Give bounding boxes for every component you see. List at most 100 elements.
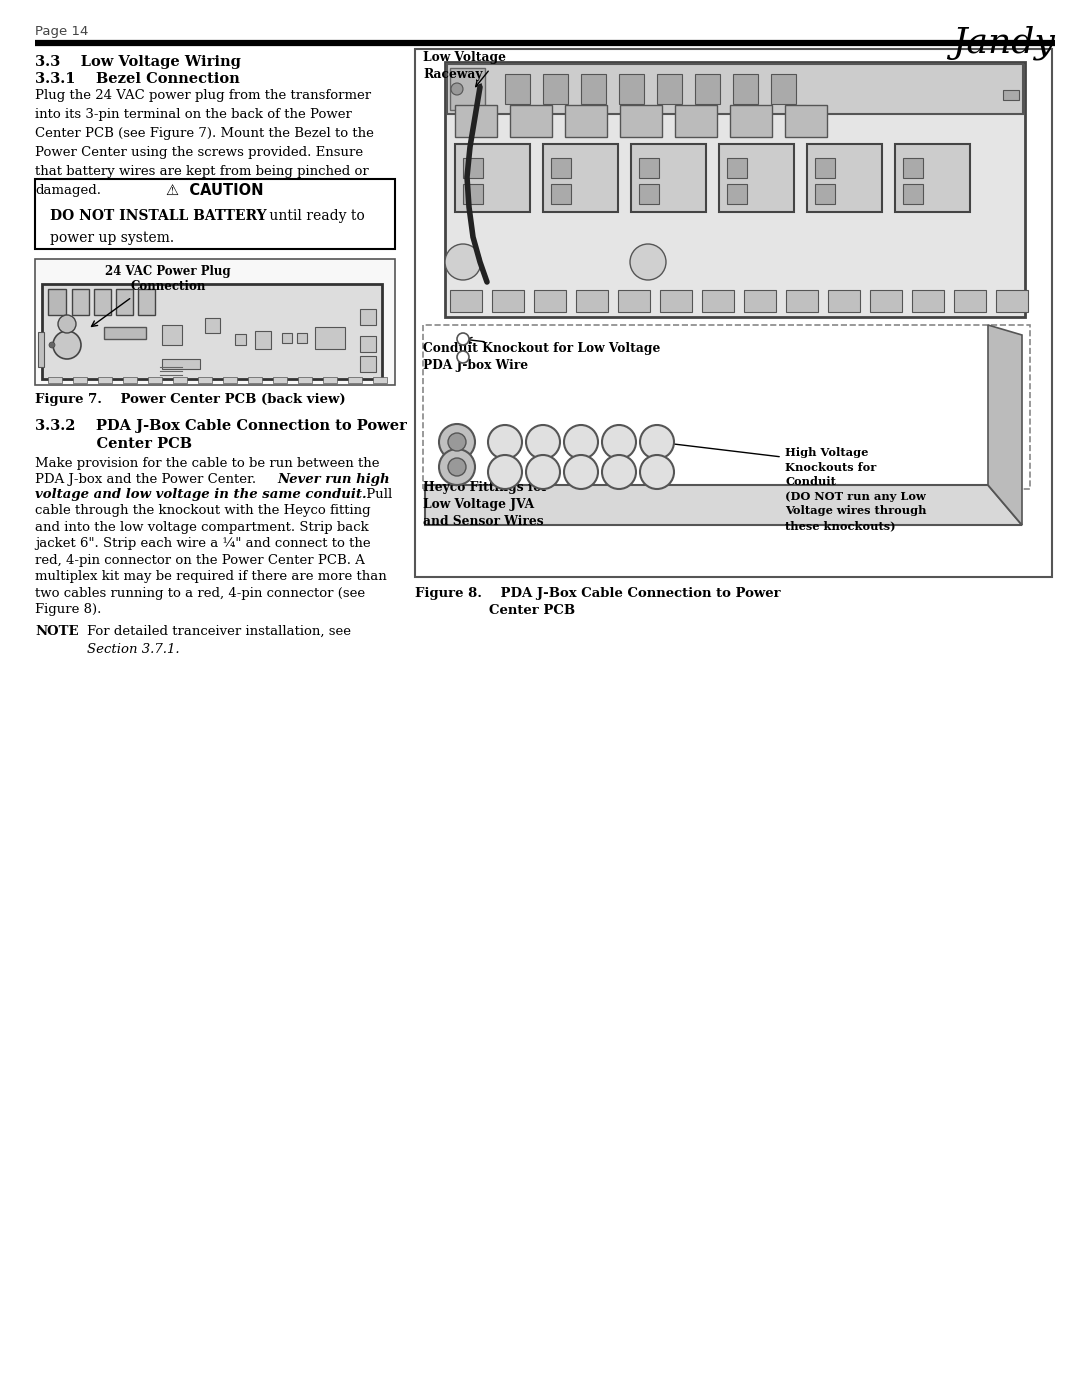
Text: NOTE: NOTE [35, 624, 79, 638]
Bar [447, 64, 1023, 115]
Bar [619, 74, 644, 103]
Text: red, 4-pin connector on the Power Center PCB. A: red, 4-pin connector on the Power Center… [35, 553, 365, 567]
Bar [123, 377, 137, 383]
Bar [815, 158, 835, 177]
Bar [315, 327, 345, 349]
Bar [222, 377, 237, 383]
Bar [785, 105, 827, 137]
Circle shape [451, 82, 463, 95]
Text: PDA J-box and the Power Center.: PDA J-box and the Power Center. [35, 474, 260, 486]
Text: Center PCB: Center PCB [415, 604, 576, 617]
Circle shape [630, 244, 666, 279]
Bar [360, 356, 376, 372]
Bar [702, 291, 734, 312]
Circle shape [602, 455, 636, 489]
Text: Plug the 24 VAC power plug from the transformer
into its 3-pin terminal on the b: Plug the 24 VAC power plug from the tran… [35, 89, 374, 197]
Bar [445, 61, 1025, 317]
Bar [255, 331, 271, 349]
Bar [373, 377, 387, 383]
Bar [727, 158, 747, 177]
Bar [162, 359, 200, 369]
Bar [48, 377, 62, 383]
Bar [42, 284, 382, 379]
Bar [116, 289, 133, 314]
Bar [912, 291, 944, 312]
Bar [463, 184, 483, 204]
Bar [450, 291, 482, 312]
Text: until ready to: until ready to [265, 210, 365, 224]
Circle shape [602, 425, 636, 460]
Bar [360, 337, 376, 352]
Bar [903, 158, 923, 177]
Text: Pull: Pull [362, 488, 392, 502]
Circle shape [438, 425, 475, 460]
Text: For detailed tranceiver installation, see: For detailed tranceiver installation, se… [87, 624, 351, 638]
Polygon shape [426, 485, 1022, 525]
Bar [581, 74, 606, 103]
Circle shape [488, 455, 522, 489]
Bar [72, 289, 89, 314]
Text: 3.3.2    PDA J-Box Cable Connection to Power: 3.3.2 PDA J-Box Cable Connection to Powe… [35, 419, 407, 433]
Bar [719, 144, 794, 212]
Bar [954, 291, 986, 312]
Bar [771, 74, 796, 103]
Text: and into the low voltage compartment. Strip back: and into the low voltage compartment. St… [35, 521, 368, 534]
Circle shape [457, 332, 469, 345]
Bar [510, 105, 552, 137]
Text: High Voltage
Knockouts for
Conduit
(DO NOT run any Low
Voltage wires through
the: High Voltage Knockouts for Conduit (DO N… [785, 447, 927, 531]
Bar [807, 144, 882, 212]
Text: Figure 7.    Power Center PCB (back view): Figure 7. Power Center PCB (back view) [35, 393, 346, 407]
Bar [534, 291, 566, 312]
Bar [38, 332, 44, 367]
Circle shape [564, 425, 598, 460]
Bar [815, 184, 835, 204]
Text: cable through the knockout with the Heyco fitting: cable through the knockout with the Heyc… [35, 504, 370, 517]
Bar [639, 184, 659, 204]
Circle shape [526, 425, 561, 460]
Bar [455, 105, 497, 137]
Text: Heyco Fittings for
Low Voltage JVA
and Sensor Wires: Heyco Fittings for Low Voltage JVA and S… [423, 481, 548, 528]
Bar [198, 377, 212, 383]
Bar [35, 179, 395, 249]
Bar [1003, 89, 1020, 101]
Bar [727, 184, 747, 204]
Bar [903, 184, 923, 204]
Circle shape [488, 425, 522, 460]
Circle shape [564, 455, 598, 489]
Bar [162, 326, 183, 345]
Text: Section 3.7.1.: Section 3.7.1. [87, 643, 179, 655]
Bar [248, 377, 262, 383]
Text: Figure 8).: Figure 8). [35, 604, 102, 616]
Text: Low Voltage
Raceway: Low Voltage Raceway [423, 52, 507, 81]
Text: DO NOT INSTALL BATTERY: DO NOT INSTALL BATTERY [50, 210, 267, 224]
Bar [282, 332, 292, 344]
Bar [870, 291, 902, 312]
Bar [35, 258, 395, 386]
Bar [505, 74, 530, 103]
Bar [48, 289, 66, 314]
Bar [348, 377, 362, 383]
Text: Page 14: Page 14 [35, 25, 89, 38]
Bar [455, 144, 530, 212]
Bar [543, 74, 568, 103]
Bar [148, 377, 162, 383]
Text: 3.3.1    Bezel Connection: 3.3.1 Bezel Connection [35, 73, 240, 87]
Text: Center PCB: Center PCB [35, 437, 192, 451]
Bar [323, 377, 337, 383]
Bar [657, 74, 681, 103]
Bar [639, 158, 659, 177]
Circle shape [438, 448, 475, 485]
Text: power up system.: power up system. [50, 231, 174, 244]
Bar [551, 158, 571, 177]
Bar [463, 158, 483, 177]
Bar [360, 309, 376, 326]
Circle shape [58, 314, 76, 332]
Bar [423, 326, 1030, 489]
Bar [492, 291, 524, 312]
Bar [620, 105, 662, 137]
Bar [98, 377, 112, 383]
Bar [696, 74, 720, 103]
Text: Jandy: Jandy [953, 25, 1055, 60]
Bar [297, 332, 307, 344]
Bar [675, 105, 717, 137]
